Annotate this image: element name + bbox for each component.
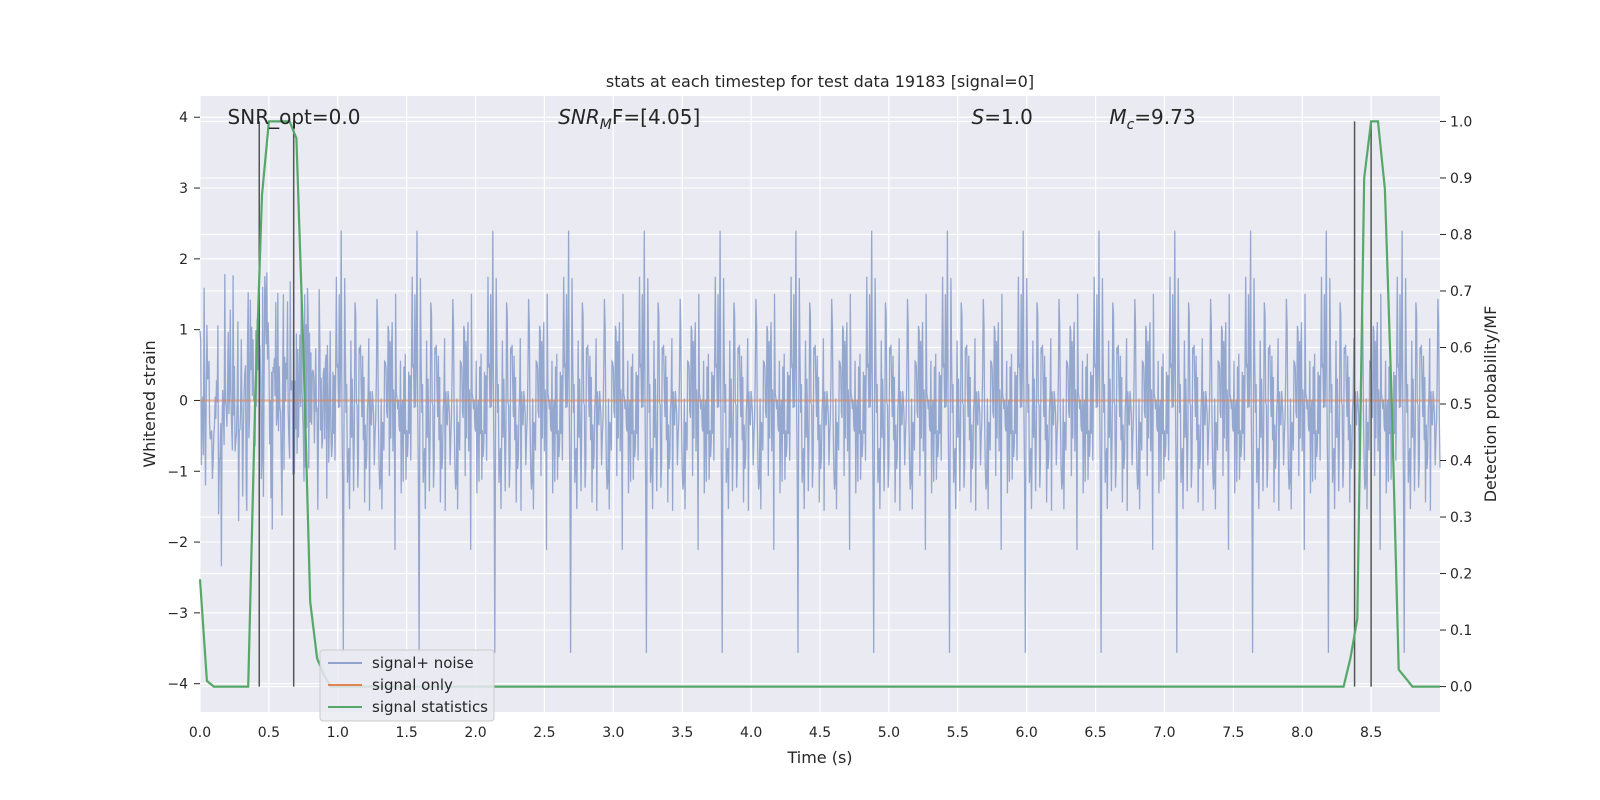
annotation-0: SNR_opt=0.0 [228,105,361,129]
y-right-tick-label: 0.8 [1450,227,1472,243]
y-right-tick-label: 0.6 [1450,340,1472,356]
y-right-tick-label: 0.2 [1450,567,1472,583]
x-tick-label: 4.0 [740,725,762,741]
x-tick-label: 1.5 [396,725,418,741]
x-tick-label: 7.0 [1153,725,1175,741]
legend-box [319,649,495,722]
y-right-axis-label: Detection probability/MF [1481,306,1500,503]
y-left-tick-label: −3 [167,606,188,622]
x-tick-label: 7.5 [1222,725,1244,741]
x-tick-label: 6.5 [1084,725,1106,741]
annotation-3: Mc=9.73 [1109,105,1195,133]
x-tick-label: 0.0 [189,725,211,741]
annotation-1: SNRMF=[4.05] [558,105,700,133]
vertical-markers [258,121,1372,687]
legend: signal+ noise signal only signal statist… [319,649,495,722]
series-signal-plus-noise [199,230,1441,653]
y-left-tick-label: 3 [179,181,188,197]
y-right-tick-label: 1.0 [1450,114,1472,130]
y-left-tick-labels: −4 −3 −2 −1 0 1 2 3 4 [167,110,200,693]
x-tick-label: 3.5 [671,725,693,741]
y-left-tick-label: 2 [179,252,188,268]
x-tick-labels: 0.0 0.5 1.0 1.5 2.0 2.5 3.0 3.5 4.0 4.5 5.0 5.5 6.0 6… [189,725,1382,741]
x-tick-label: 2.0 [464,725,486,741]
y-right-tick-label: 0.1 [1450,623,1472,639]
legend-entry-signal: signal only [372,676,453,694]
x-axis-label: Time (s) [786,748,852,767]
annotation-2: S=1.0 [972,105,1033,129]
x-tick-label: 8.5 [1360,725,1382,741]
y-right-tick-label: 0.7 [1450,284,1472,300]
y-left-axis-label: Whitened strain [140,340,159,467]
x-tick-label: 3.0 [602,725,624,741]
x-tick-label: 4.5 [809,725,831,741]
y-right-tick-labels: 0.0 0.1 0.2 0.3 0.4 0.5 0.6 0.7 0.8 0.9 1.0 [1440,114,1472,696]
annotations: SNR_opt=0.0 SNRMF=[4.05] S=1.0 Mc=9.73 [228,105,1196,133]
y-right-tick-label: 0.9 [1450,171,1472,187]
x-tick-label: 0.5 [258,725,280,741]
y-left-tick-label: 4 [179,110,188,126]
signal-plus-noise-line [199,230,1441,653]
y-left-tick-label: −1 [167,464,188,480]
y-right-tick-label: 0.4 [1450,454,1472,470]
x-tick-label: 8.0 [1291,725,1313,741]
x-tick-label: 2.5 [533,725,555,741]
y-left-tick-label: −2 [167,535,188,551]
x-tick-label: 6.0 [1016,725,1038,741]
y-left-tick-label: 0 [179,393,188,409]
chart-title: stats at each timestep for test data 191… [606,72,1034,91]
legend-entry-stats: signal statistics [372,698,488,716]
x-tick-label: 1.0 [327,725,349,741]
y-right-tick-label: 0.3 [1450,510,1472,526]
x-tick-label: 5.0 [878,725,900,741]
y-right-tick-label: 0.5 [1450,397,1472,413]
y-right-tick-label: 0.0 [1450,680,1472,696]
y-left-tick-label: 1 [179,323,188,339]
x-tick-label: 5.5 [947,725,969,741]
legend-entry-noise: signal+ noise [372,654,474,672]
y-left-tick-label: −4 [167,677,188,693]
